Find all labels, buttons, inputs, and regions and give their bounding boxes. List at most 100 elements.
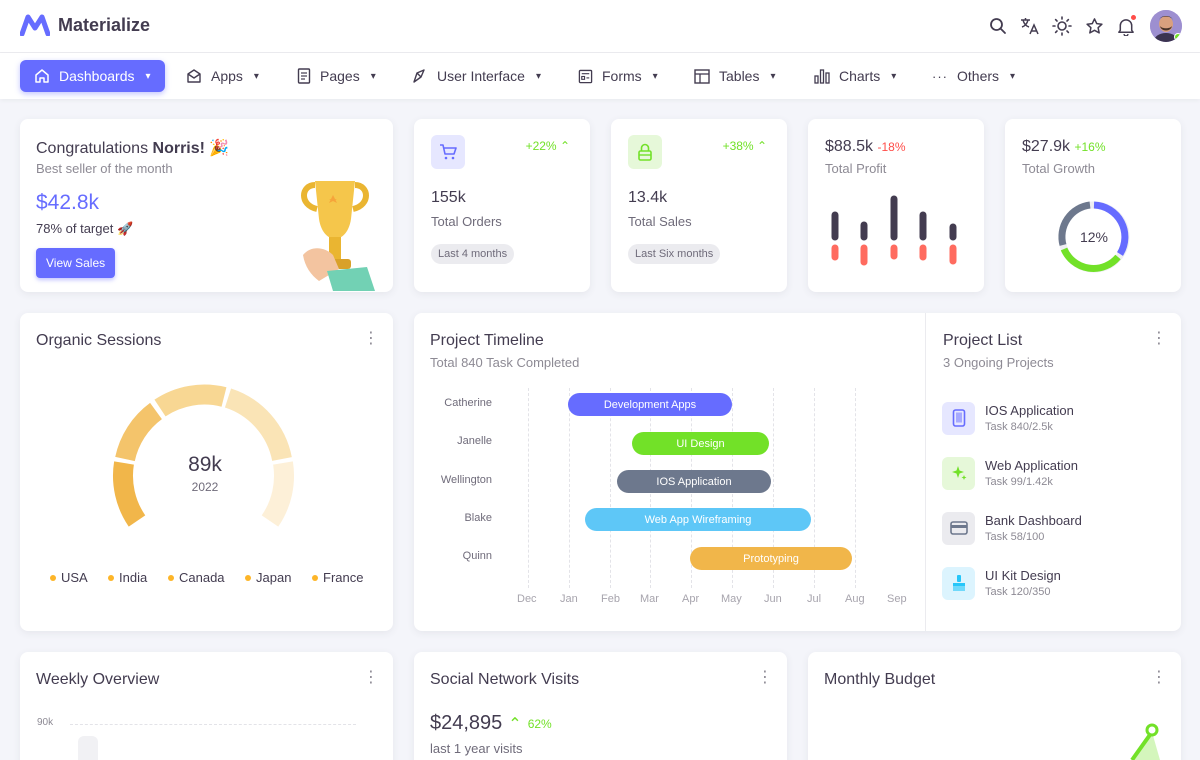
organic-gauge-chart [112,384,295,527]
more-vertical-icon[interactable]: ⋮ [363,669,379,686]
timeline-subtitle: Total 840 Task Completed [430,355,580,370]
home-icon [35,69,49,83]
congrats-title-prefix: Congratulations [36,140,153,157]
nav-forms[interactable]: Forms ▾ [578,60,658,92]
legend-label: France [323,570,364,585]
gantt-row-name: Catherine [444,397,492,409]
donut-segment [1060,247,1121,272]
gantt-bar-ui-design[interactable]: UI Design [632,432,769,455]
gantt-month-label: Sep [887,593,907,605]
nav-label: Others [957,68,1000,84]
chevron-down-icon: ▾ [370,70,376,82]
gantt-gridline [610,388,611,588]
timeline-title: Project Timeline [430,332,544,349]
orders-label: Total Orders [431,214,502,229]
nav-charts[interactable]: Charts ▾ [814,60,896,92]
gantt-bar-development-apps[interactable]: Development Apps [568,393,732,416]
budget-title: Monthly Budget [824,671,936,688]
gantt-month-label: Jan [560,593,578,605]
profit-bar-chart [831,195,957,266]
legend-label: India [119,570,148,585]
search-icon[interactable] [988,16,1008,36]
profit-header: $88.5k -18% [825,138,906,156]
growth-label: Total Growth [1022,161,1095,176]
project-item-ui-kit-design[interactable]: UI Kit Design Task 120/350 [942,566,1061,600]
social-visits-card: Social Network Visits ⋮ $24,895 ⌃ 62% la… [414,652,787,760]
monthly-budget-card: Monthly Budget ⋮ [808,652,1181,760]
weekly-gridline [70,724,356,725]
congrats-card: Congratulations Norris! 🎉 Best seller of… [20,119,393,292]
view-sales-button[interactable]: View Sales [36,248,116,278]
nav-pages[interactable]: Pages ▾ [297,60,376,92]
legend-label: USA [61,570,88,585]
nav-label: Dashboards [59,68,135,84]
nav-label: Apps [211,68,243,84]
orders-value: 155k [431,189,466,206]
bell-icon[interactable] [1116,14,1137,36]
nav-label: Forms [602,68,642,84]
chevron-down-icon: ▾ [1010,70,1016,82]
gantt-row-name: Janelle [457,435,492,447]
nav-tables[interactable]: Tables ▾ [694,60,776,92]
user-avatar[interactable] [1150,10,1182,42]
organic-sessions-card: Organic Sessions ⋮ 89k 2022 USA India Ca… [20,313,393,631]
cart-icon [431,135,465,169]
weekly-title: Weekly Overview [36,671,160,688]
growth-value: $27.9k [1022,138,1071,155]
project-text: IOS Application Task 840/2.5k [985,403,1074,433]
chevron-up-icon: ⌃ [756,139,767,153]
sales-change: +38% ⌃ [723,139,767,153]
mail-icon [187,69,201,83]
rocket-emoji: 🚀 [116,221,134,236]
project-task: Task 120/350 [985,586,1051,598]
nav-others[interactable]: ··· Others ▾ [932,60,1015,92]
nav-apps[interactable]: Apps ▾ [186,60,259,92]
project-list-title: Project List [943,332,1023,349]
growth-donut-chart [1058,201,1130,273]
project-text: Web Application Task 99/1.42k [985,458,1078,488]
more-vertical-icon[interactable]: ⋮ [757,669,773,686]
weekly-y-tick: 90k [37,717,54,728]
legend-usa: USA [50,570,88,585]
growth-header: $27.9k +16% [1022,138,1106,156]
top-header: Materialize [0,0,1200,53]
gauge-segment-usa [112,461,146,527]
congrats-name: Norris! [152,140,205,157]
weekly-overview-card: Weekly Overview ⋮ 90k [20,652,393,760]
project-timeline-card: Project Timeline Total 840 Task Complete… [414,313,1181,631]
project-item-web-application[interactable]: Web Application Task 99/1.42k [942,456,1078,490]
social-amount: $24,895 [430,712,503,734]
more-vertical-icon[interactable]: ⋮ [1151,669,1167,686]
gantt-bar-prototyping[interactable]: Prototyping [690,547,852,570]
nav-label: Charts [839,68,881,84]
legend-canada: Canada [168,570,225,585]
dots-icon: ··· [932,68,948,84]
chevron-down-icon: ▾ [253,70,259,82]
gantt-gridline [855,388,856,588]
gantt-gridline [569,388,570,588]
more-vertical-icon[interactable]: ⋮ [363,330,379,347]
project-item-ios-application[interactable]: IOS Application Task 840/2.5k [942,401,1074,435]
nav-label: User Interface [437,68,525,84]
translate-icon[interactable] [1020,16,1040,36]
nav-dashboards[interactable]: Dashboards ▾ [20,60,165,92]
brand-logo[interactable]: Materialize [20,14,150,36]
gantt-bar-ios-application[interactable]: IOS Application [617,470,771,493]
gantt-row-name: Blake [464,512,492,524]
gantt-gridline [814,388,815,588]
star-icon[interactable] [1084,16,1104,36]
chevron-down-icon: ▾ [535,70,541,82]
gantt-month-label: Apr [682,593,700,605]
lock-icon [628,135,662,169]
gantt-month-label: Jun [764,593,782,605]
sun-icon[interactable] [1052,16,1072,36]
profit-value: $88.5k [825,138,874,155]
more-vertical-icon[interactable]: ⋮ [1151,330,1167,347]
growth-card: $27.9k +16% Total Growth 12% [1005,119,1181,292]
gauge-segment-japan [224,388,292,462]
growth-change: +16% [1074,140,1106,154]
nav-user-interface[interactable]: User Interface ▾ [412,60,541,92]
project-item-bank-dashboard[interactable]: Bank Dashboard Task 58/100 [942,511,1082,545]
gantt-bar-web-app-wireframing[interactable]: Web App Wireframing [585,508,811,531]
brush-icon [942,566,975,600]
